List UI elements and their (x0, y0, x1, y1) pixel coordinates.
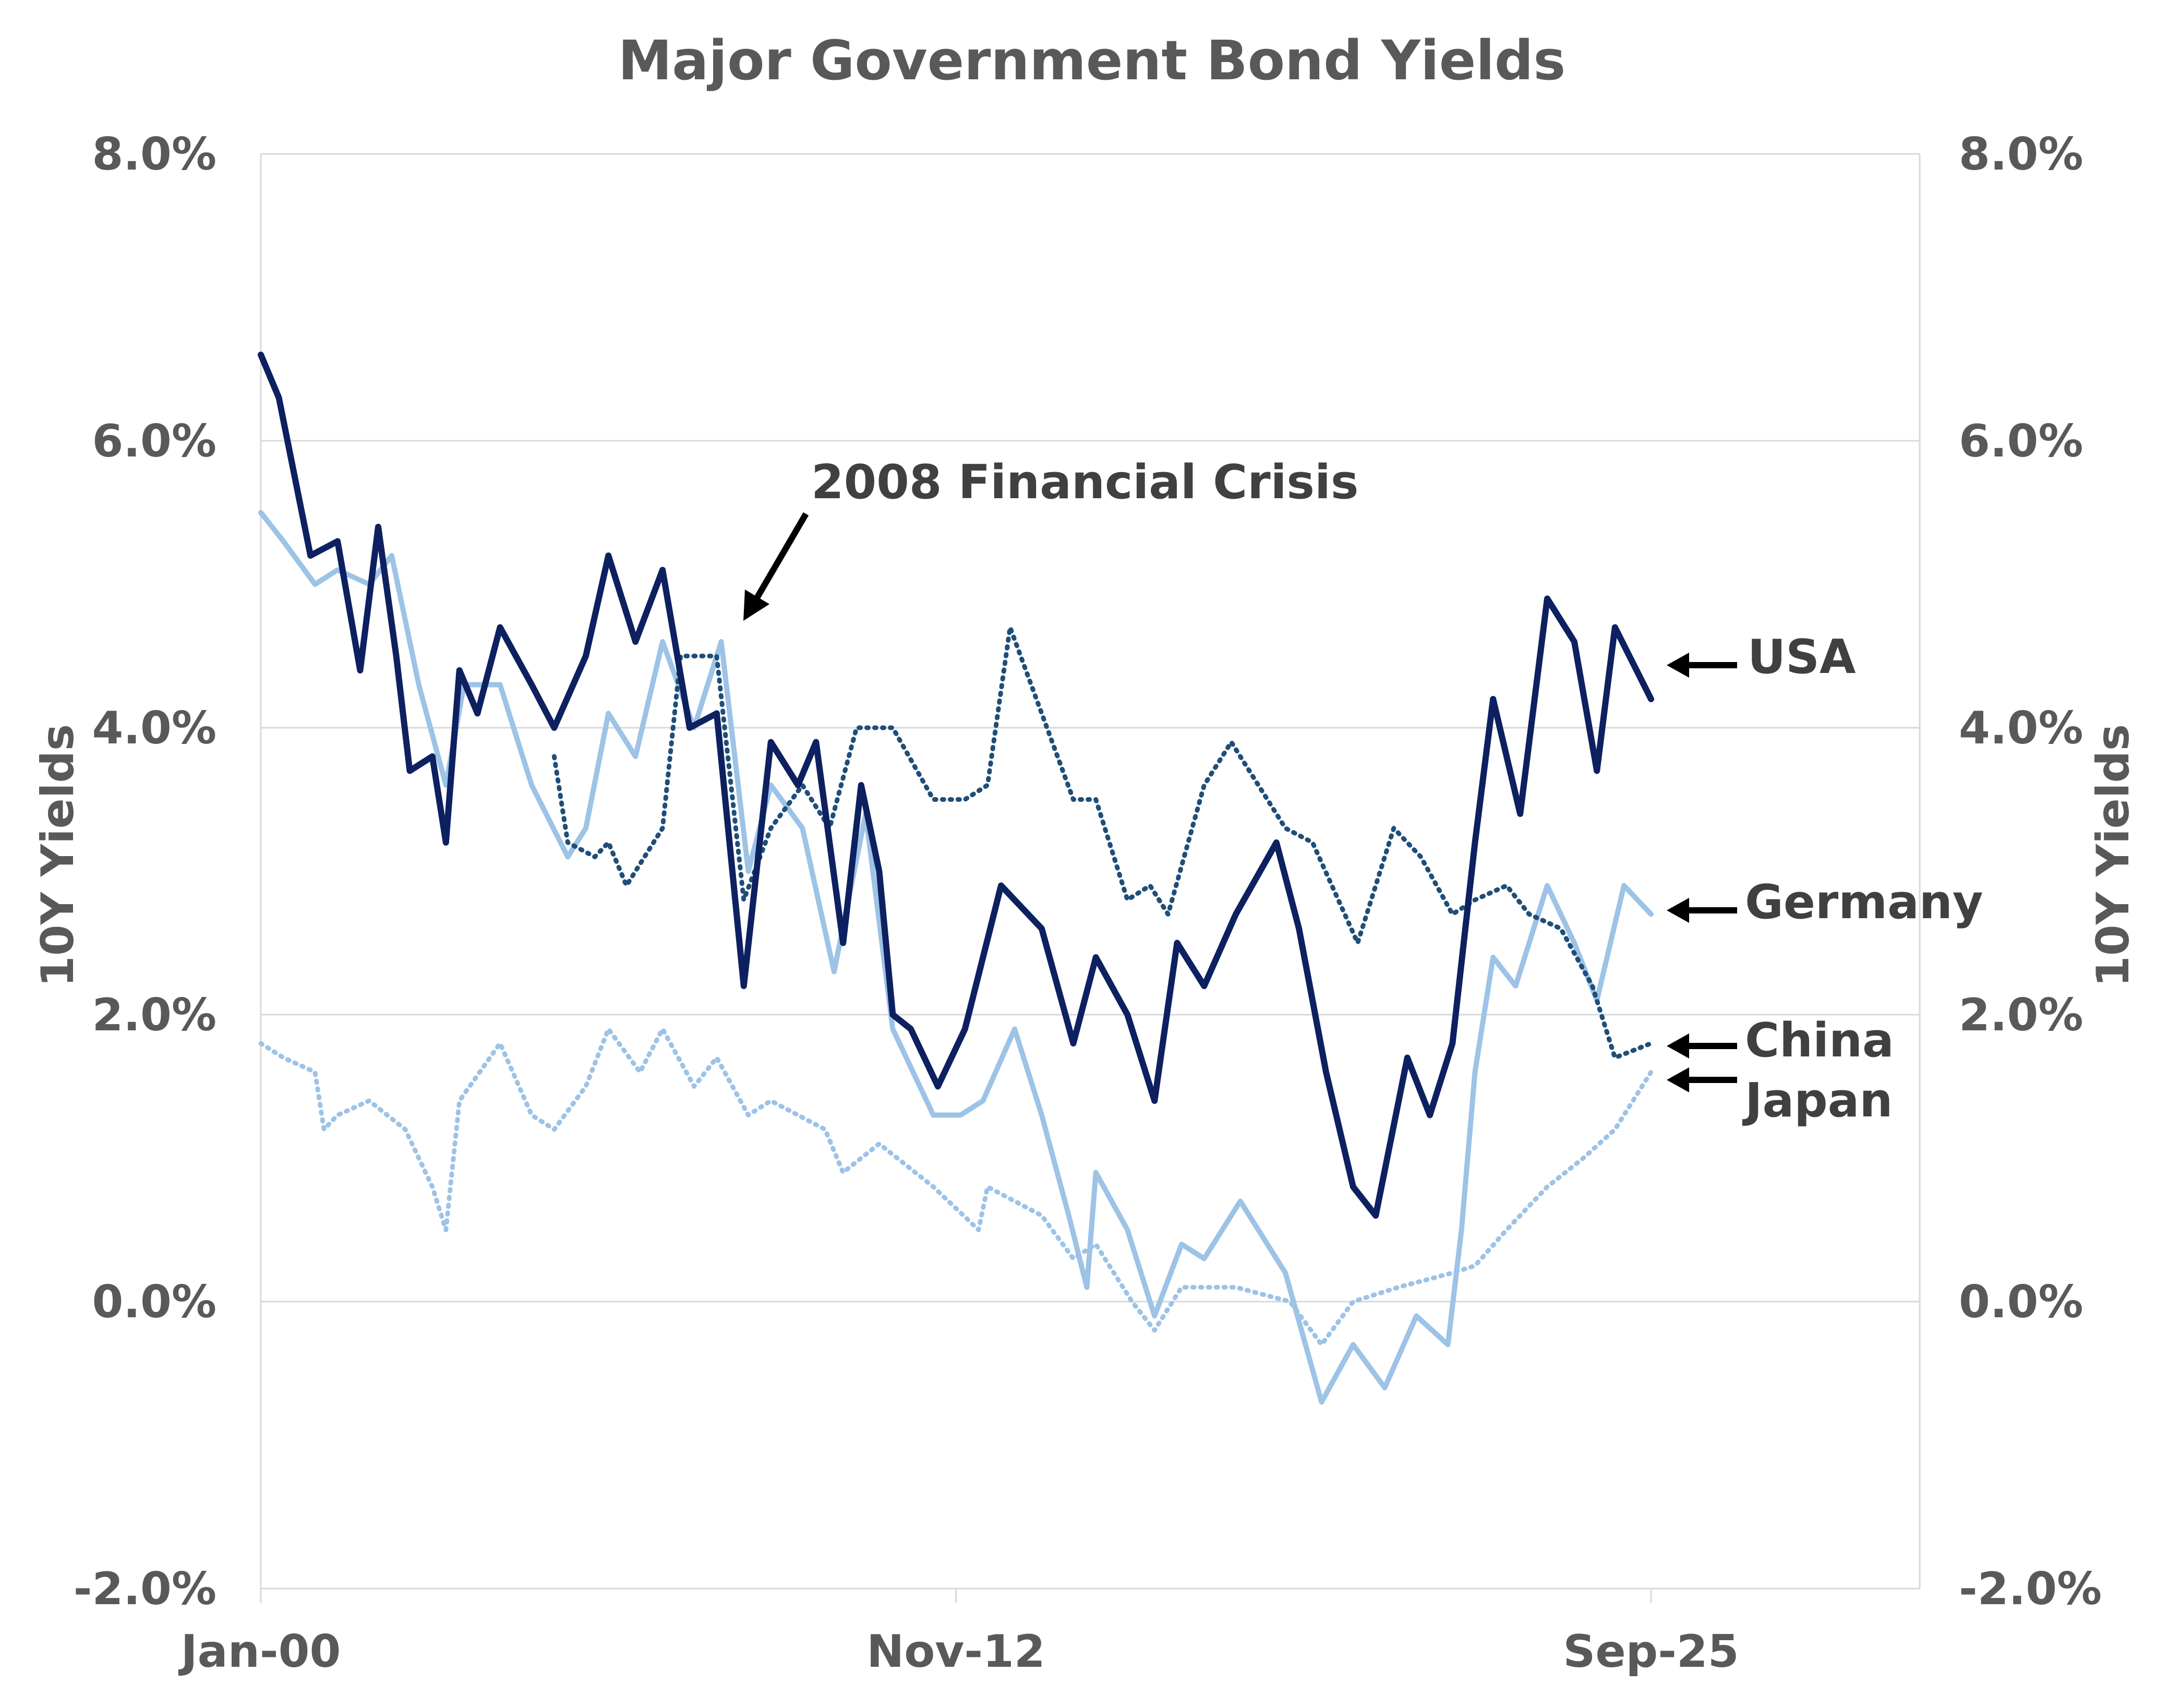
y-tick-label-left: 8.0% (92, 128, 216, 181)
y-axis-title-right: 10Y Yields (2087, 724, 2139, 987)
x-tick-label: Sep-25 (1563, 1626, 1739, 1678)
series-label-japan: Japan (1742, 1073, 1893, 1128)
y-tick-label-right: 4.0% (1959, 702, 2083, 754)
crisis-annotation-label: 2008 Financial Crisis (811, 455, 1358, 510)
series-line-japan (258, 1027, 1654, 1347)
y-ticks-left: -2.0% 0.0% 2.0% 4.0% 6.0% 8.0% (74, 128, 216, 1615)
x-tick-label: Jan-00 (178, 1626, 341, 1678)
series-label-china: China (1745, 1013, 1894, 1068)
y-tick-label-left: -2.0% (74, 1563, 216, 1615)
y-tick-label-left: 6.0% (92, 415, 216, 467)
y-tick-label-left: 4.0% (92, 702, 216, 754)
crisis-annotation: 2008 Financial Crisis (743, 455, 1358, 621)
x-ticks: Jan-00 Nov-12 Sep-25 (178, 1589, 1739, 1678)
chart-title: Major Government Bond Yields (618, 29, 1566, 92)
series-label-germany: Germany (1745, 875, 1983, 930)
axes (260, 154, 1921, 1590)
y-tick-label-left: 2.0% (92, 989, 216, 1041)
x-tick-label: Nov-12 (866, 1626, 1045, 1678)
y-tick-label-right: 8.0% (1959, 128, 2083, 181)
series-label-arrowhead (1667, 653, 1689, 678)
series-label-arrowhead (1667, 898, 1689, 923)
series-line-china (551, 625, 1654, 1060)
series-label-arrowhead (1667, 1067, 1689, 1092)
y-tick-label-right: -2.0% (1959, 1563, 2102, 1615)
series-layer (258, 352, 1654, 1405)
y-tick-label-right: 6.0% (1959, 415, 2083, 467)
y-tick-label-left: 0.0% (92, 1276, 216, 1328)
crisis-annotation-arrow (748, 512, 809, 610)
y-tick-label-right: 2.0% (1959, 989, 2083, 1041)
series-label-usa: USA (1748, 630, 1856, 684)
y-ticks-right: -2.0% 0.0% 2.0% 4.0% 6.0% 8.0% (1959, 128, 2102, 1615)
y-tick-label-right: 0.0% (1959, 1276, 2083, 1328)
y-axis-title-left: 10Y Yields (32, 724, 84, 987)
series-label-arrowhead (1667, 1033, 1689, 1059)
series-line-usa (258, 352, 1654, 1219)
crisis-annotation-arrowhead (743, 590, 769, 621)
